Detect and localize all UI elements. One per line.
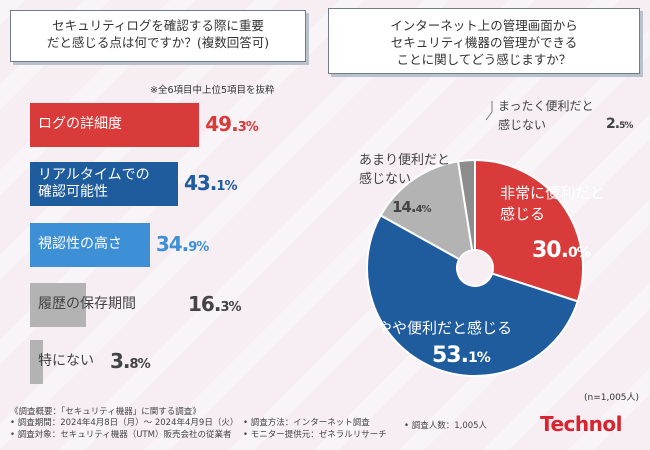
pie-label-2-line-1: やや便利だと感じる <box>377 319 513 337</box>
bar-value-5: 3.8% <box>110 349 151 373</box>
bar-value-2: 43.1% <box>183 171 238 195</box>
bar-value-2-part-1: 43. <box>183 171 217 195</box>
bar-value-1: 49.3% <box>205 112 259 136</box>
pie-value-3-part-3: % <box>421 204 432 215</box>
pie-value-4: 2.5% <box>606 116 633 132</box>
bar-value-4-part-1: 16. <box>188 292 221 316</box>
pie-chart-title-line1: インターネット上の管理画面から <box>390 18 578 33</box>
survey-count: • 調査人数：1,005人 <box>404 421 488 431</box>
pie-label-2: やや便利だと感じる <box>377 318 512 339</box>
bar-value-1-part-1: 49. <box>205 112 238 136</box>
pie-slice-3 <box>379 160 474 261</box>
bar-value-3-part-1: 34. <box>155 232 189 256</box>
bar-value-2-part-3: % <box>224 179 237 194</box>
sample-size-label: (n=1,005人) <box>584 393 640 403</box>
bar-value-3-part-2: 9 <box>188 240 197 255</box>
bar-chart-note: ※全6項目中上位5項目を抜粋 <box>150 85 275 96</box>
bar-value-1-part-2: 3 <box>237 120 247 135</box>
pie-value-2-part-1: 53. <box>432 343 469 368</box>
pie-leader-line <box>485 101 493 121</box>
pie-value-2-part-3: % <box>476 350 491 366</box>
pie-label-1-line-1: 非常に便利だと <box>500 184 606 202</box>
bar-4 <box>30 283 86 327</box>
bar-chart-title: セキュリティログを確認する際に重要 だと感じる点は何ですか？(複数回答可) <box>10 10 306 62</box>
bar-5 <box>30 340 44 384</box>
bar-label-4-line-1: 履歴の保存期間 <box>38 296 136 312</box>
bar-value-3-part-3: % <box>196 240 209 255</box>
bar-label-1-line-1: ログの詳細度 <box>38 116 122 132</box>
pie-value-3-part-1: 14. <box>392 198 417 216</box>
bar-label-5-line-1: 特にない <box>38 353 94 369</box>
bar-value-5-part-2: 8 <box>129 357 139 372</box>
pie-slice-1 <box>474 158 584 303</box>
bar-2 <box>30 162 178 206</box>
pie-chart-title-line2: セキュリティ機器の管理ができる <box>390 35 578 50</box>
bar-value-4-part-2: 3 <box>220 300 229 315</box>
pie-slice-4 <box>456 158 476 252</box>
pie-label-1: 非常に便利だと 感じる <box>500 183 605 225</box>
survey-period: • 調査期間：2024年4月8日（月）～ 2024年4月9日（火） <box>10 418 239 428</box>
bar-value-4: 16.3% <box>188 292 242 316</box>
bar-value-5-part-3: % <box>137 357 151 372</box>
bar-label-4: 履歴の保存期間 <box>38 296 136 313</box>
pie-label-3-line-2: 感じない <box>359 172 412 187</box>
survey-overview-heading: 《調査概要：「セキュリティ機器」に関する調査》 <box>10 407 201 417</box>
pie-label-3: あまり便利だと 感じない <box>359 151 450 189</box>
bar-label-2: リアルタイムでの 確認可能性 <box>38 167 150 201</box>
pie-chart-title-line3: ことに関してどう感じますか？ <box>396 52 572 67</box>
bar-label-2-line-1: リアルタイムでの <box>38 167 150 183</box>
bar-value-1-part-3: % <box>245 120 259 135</box>
technol-logo: Technol <box>540 412 622 436</box>
bar-value-5-part-1: 3. <box>110 349 130 373</box>
pie-label-1-line-2: 感じる <box>500 205 546 223</box>
bar-chart-title-line1: セキュリティログを確認する際に重要 <box>52 18 264 33</box>
survey-target: • 調査対象：セキュリティ機器（UTM）販売会社の従業者 <box>10 430 232 440</box>
pie-value-1-part-3: % <box>576 245 591 261</box>
bar-1 <box>30 103 200 147</box>
bar-label-5: 特にない <box>38 353 94 370</box>
pie-chart-title: インターネット上の管理画面から セキュリティ機器の管理ができる ことに関してどう… <box>328 8 640 74</box>
bar-label-2-line-2: 確認可能性 <box>38 184 108 200</box>
bar-value-3: 34.9% <box>155 232 210 256</box>
pie-label-3-line-1: あまり便利だと <box>359 153 451 168</box>
pie-value-1-part-2: 0 <box>567 245 578 261</box>
pie-value-2: 53.1% <box>432 343 491 368</box>
bar-label-3: 視認性の高さ <box>38 236 122 253</box>
pie-value-2-part-2: 1 <box>467 350 478 366</box>
pie-label-4-line-1: まったく便利だと <box>498 99 594 113</box>
bar-value-2-part-2: 1 <box>216 179 225 194</box>
bar-chart-title-line2: だと感じる点は何ですか？(複数回答可) <box>46 35 270 50</box>
pie-label-4-line-2: 感じない <box>498 118 547 132</box>
pie-value-4-part-1: 2. <box>606 116 620 132</box>
pie-value-3-part-2: 4 <box>415 204 423 215</box>
pie-value-1: 30.0% <box>532 238 591 263</box>
bar-3 <box>30 223 150 267</box>
bar-label-3-line-1: 視認性の高さ <box>38 236 122 252</box>
pie-value-3: 14.4% <box>392 198 432 216</box>
pie-label-4: まったく便利だと 感じない <box>498 97 594 135</box>
pie-value-4-part-3: % <box>624 121 633 131</box>
pie-value-4-part-2: 5 <box>619 121 625 131</box>
pie-value-1-part-1: 30. <box>532 238 569 263</box>
survey-method: • 調査方法：インターネット調査 <box>243 418 370 428</box>
pie-slice-2 <box>366 214 579 377</box>
survey-monitor: • モニター提供元：ゼネラルリサーチ <box>243 430 387 440</box>
bar-label-1: ログの詳細度 <box>38 116 122 133</box>
bar-value-4-part-3: % <box>228 300 241 315</box>
